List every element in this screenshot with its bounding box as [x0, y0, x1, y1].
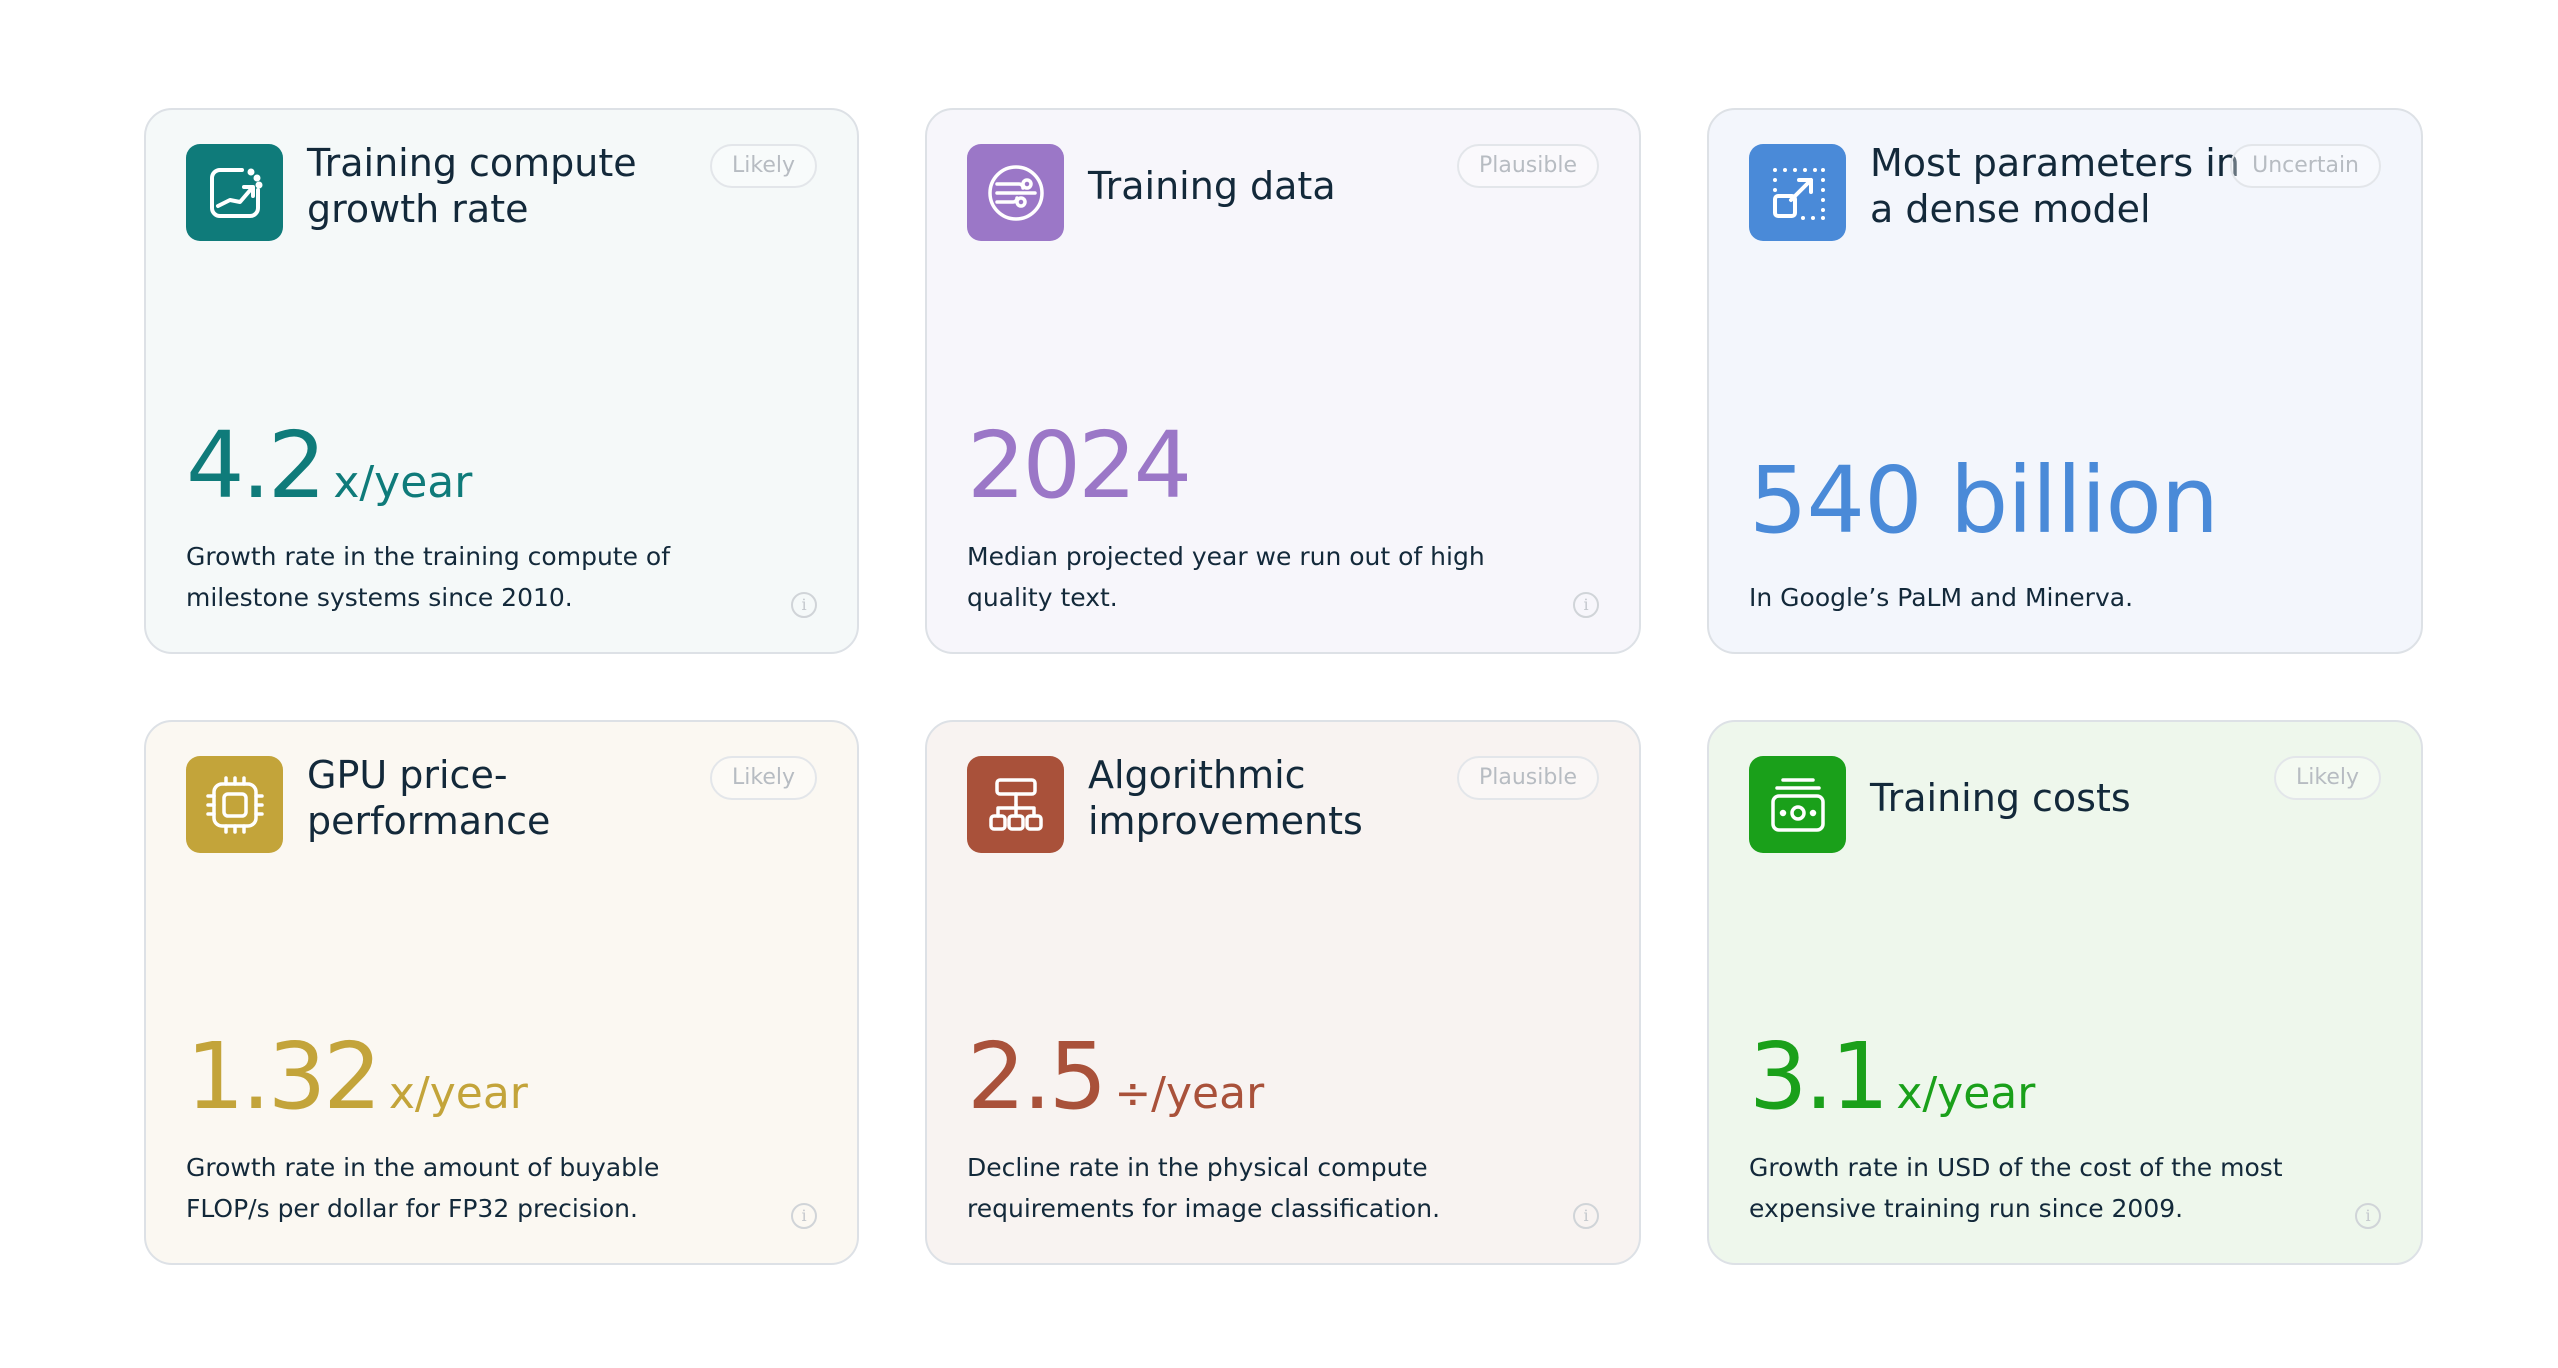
- info-icon[interactable]: i: [1573, 592, 1599, 618]
- metric-unit: x/year: [1896, 1068, 2036, 1119]
- card-title: GPU price-performance: [307, 753, 551, 843]
- card-title: Algorithmic improvements: [1088, 753, 1363, 843]
- metric: 3.1 x/year: [1749, 1031, 2035, 1123]
- metric-value: 2024: [967, 412, 1192, 519]
- card-description: Median projected year we run out of high…: [967, 542, 1485, 612]
- metric-unit: ÷/year: [1114, 1068, 1265, 1119]
- metric-value: 540 billion: [1749, 447, 2219, 554]
- card-most-parameters[interactable]: Most parameters in a dense model Uncerta…: [1707, 108, 2423, 654]
- card-description: Decline rate in the physical compute req…: [967, 1153, 1441, 1223]
- chip-icon: [186, 756, 283, 853]
- card-description: Growth rate in USD of the cost of the mo…: [1749, 1153, 2283, 1223]
- card-title: Training costs: [1870, 776, 2131, 820]
- metric-value: 4.2: [186, 412, 326, 519]
- card-description: In Google’s PaLM and Minerva.: [1749, 583, 2134, 612]
- confidence-badge: Likely: [710, 756, 817, 800]
- card-title: Training compute growth rate: [307, 141, 637, 231]
- data-circuit-icon: [967, 144, 1064, 241]
- info-icon[interactable]: i: [2355, 1203, 2381, 1229]
- metric-unit: x/year: [388, 1068, 528, 1119]
- expand-arrow-icon: [1749, 144, 1846, 241]
- card-training-compute[interactable]: Training compute growth rate Likely 4.2 …: [144, 108, 859, 654]
- confidence-badge: Likely: [2274, 756, 2381, 800]
- money-stack-icon: [1749, 756, 1846, 853]
- card-description: Growth rate in the amount of buyable FLO…: [186, 1153, 660, 1223]
- card-gpu-price-performance[interactable]: GPU price-performance Likely 1.32 x/year…: [144, 720, 859, 1265]
- card-algorithmic-improvements[interactable]: Algorithmic improvements Plausible 2.5 ÷…: [925, 720, 1641, 1265]
- growth-chart-icon: [186, 144, 283, 241]
- card-training-data[interactable]: Training data Plausible 2024 Median proj…: [925, 108, 1641, 654]
- metric-value: 3.1: [1749, 1023, 1889, 1130]
- card-training-costs[interactable]: Training costs Likely 3.1 x/year Growth …: [1707, 720, 2423, 1265]
- metric-unit: x/year: [333, 457, 473, 508]
- confidence-badge: Uncertain: [2230, 144, 2381, 188]
- metric: 4.2 x/year: [186, 420, 472, 512]
- info-icon[interactable]: i: [1573, 1203, 1599, 1229]
- card-title: Training data: [1088, 164, 1336, 208]
- stats-grid: Training compute growth rate Likely 4.2 …: [144, 108, 2423, 1265]
- hierarchy-icon: [967, 756, 1064, 853]
- metric: 2.5 ÷/year: [967, 1031, 1264, 1123]
- metric: 2024: [967, 412, 1192, 519]
- confidence-badge: Likely: [710, 144, 817, 188]
- info-icon[interactable]: i: [791, 1203, 817, 1229]
- metric: 1.32 x/year: [186, 1031, 528, 1123]
- metric: 540 billion: [1749, 447, 2219, 554]
- card-title: Most parameters in a dense model: [1870, 141, 2240, 231]
- info-icon[interactable]: i: [791, 592, 817, 618]
- confidence-badge: Plausible: [1457, 756, 1599, 800]
- confidence-badge: Plausible: [1457, 144, 1599, 188]
- card-description: Growth rate in the training compute of m…: [186, 542, 671, 612]
- metric-value: 1.32: [186, 1023, 382, 1130]
- metric-value: 2.5: [967, 1023, 1107, 1130]
